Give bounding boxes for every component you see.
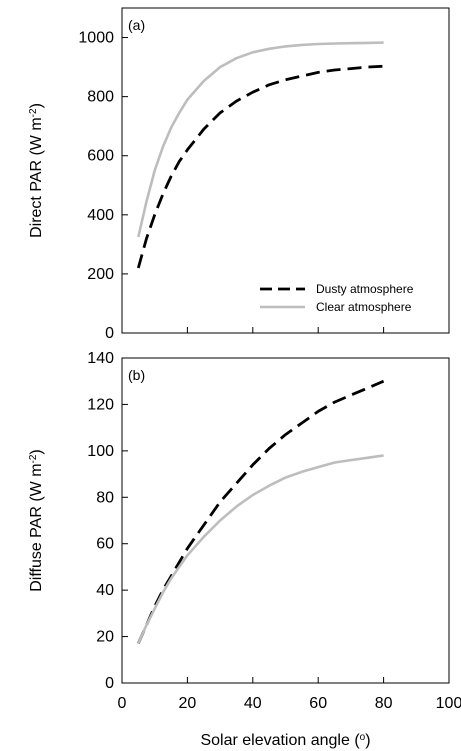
legend-label-clear: Clear atmosphere <box>316 300 412 314</box>
y-axis-label-b-sup: -2 <box>28 454 39 463</box>
series-group-b <box>137 379 385 645</box>
x-ticks-b: 0 20 40 60 80 100 <box>118 677 461 712</box>
series-line-clear-a <box>137 41 384 238</box>
y-ticks-b: 0 20 40 60 80 100 120 140 <box>87 350 128 692</box>
series-line-dusty-b <box>137 379 385 645</box>
y-tick-label-b: 40 <box>96 582 114 599</box>
x-tick-label: 60 <box>309 695 327 712</box>
plot-frame-b <box>121 357 450 684</box>
y-tick-label-a: 1000 <box>78 30 114 47</box>
y-axis-label-b: Diffuse PAR (W m-2) <box>28 449 46 592</box>
y-tick-label-b: 0 <box>105 675 114 692</box>
panel-a: 0 200 400 600 800 1000 (a) Direct PAR (W m-2)… <box>28 7 450 342</box>
y-ticks-a: 0 200 400 600 800 1000 <box>78 30 450 342</box>
panel-label-b: (b) <box>128 367 145 383</box>
y-tick-label-a: 200 <box>87 266 114 283</box>
y-tick-label-b: 120 <box>87 396 114 413</box>
y-tick-label-b: 80 <box>96 489 114 506</box>
x-tick-label: 80 <box>375 695 393 712</box>
y-tick-label-b: 20 <box>96 629 114 646</box>
series-group-a <box>136 41 384 269</box>
y-tick-label-a: 800 <box>87 89 114 106</box>
y-axis-label-a: Direct PAR (W m-2) <box>28 103 46 238</box>
panel-label-a: (a) <box>128 17 145 33</box>
y-tick-label-b: 140 <box>87 350 114 367</box>
x-tick-label: 0 <box>118 695 127 712</box>
legend-label-dusty: Dusty atmosphere <box>316 282 414 296</box>
legend: Dusty atmosphere Clear atmosphere <box>260 282 414 314</box>
x-axis-label-sup: o <box>360 732 366 743</box>
panel-b: 0 20 40 60 80 100 120 140 0 20 40 60 80 100 (b) Diff… <box>28 350 461 749</box>
y-tick-label-a: 0 <box>105 325 114 342</box>
y-tick-label-a: 400 <box>87 207 114 224</box>
x-tick-label: 100 <box>436 695 461 712</box>
plot-frame-a <box>121 7 450 334</box>
x-tick-label: 40 <box>244 695 262 712</box>
series-line-dusty-a <box>136 64 384 269</box>
y-tick-label-a: 600 <box>87 148 114 165</box>
x-axis-label: Solar elevation angle (o) <box>200 732 370 750</box>
y-tick-label-b: 60 <box>96 536 114 553</box>
y-axis-label-a-sup: -2 <box>28 108 39 117</box>
x-tick-label: 20 <box>179 695 197 712</box>
series-line-clear-b <box>137 454 384 645</box>
y-tick-label-b: 100 <box>87 443 114 460</box>
